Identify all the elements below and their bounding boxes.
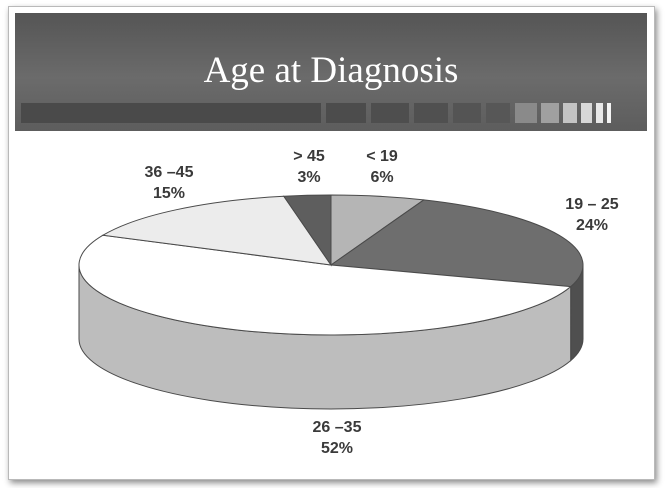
slice-label-gt-45: > 45 [293,148,325,165]
slice-value-gt-45: 3% [297,169,320,186]
slide-title: Age at Diagnosis [203,50,459,91]
pie-slice-26-35 [78,234,572,336]
pie-slice-19-25 [329,199,584,288]
slice-label-19-25: 19 – 25 [565,196,618,213]
slice-label-36-45: 36 –45 [145,164,194,181]
slice-value-26-35: 52% [321,440,353,457]
slice-value-19-25: 24% [576,217,608,234]
pie-top-faces [78,194,584,336]
pie-chart: < 19 6% 19 – 25 24% 26 –35 52% 36 –45 15% > 45 3% [78,148,619,457]
slice-value-36-45: 15% [153,185,185,202]
title-decoration-strip [21,103,611,123]
pie-labels: < 19 6% 19 – 25 24% 26 –35 52% 36 –45 15% > 45 3% [145,148,619,457]
slice-label-26-35: 26 –35 [313,419,362,436]
slice-value-lt-19: 6% [370,169,393,186]
title-band: Age at Diagnosis [15,13,647,131]
slide: Age at Diagnosis < 19 6% 19 – 25 24% 26 –35 5… [8,6,655,480]
pie-slice-36-45 [101,195,333,266]
pie-side-walls [78,264,584,410]
pie-slice-gt-45 [282,194,332,267]
slice-label-lt-19: < 19 [366,148,398,165]
